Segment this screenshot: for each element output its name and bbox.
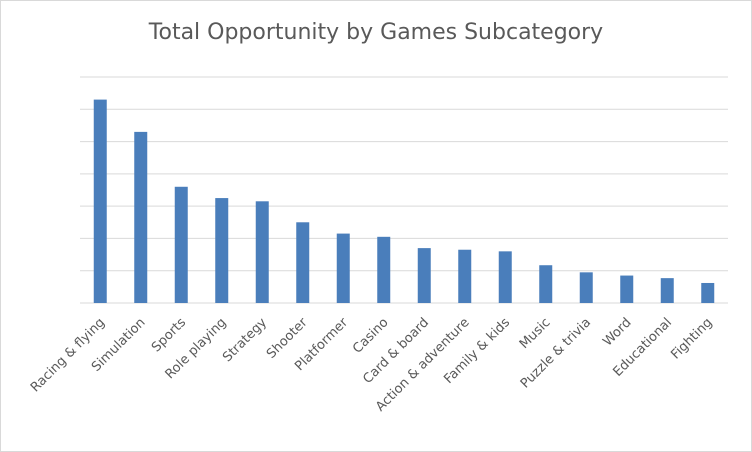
x-tick-label: Puzzle & trivia [518, 315, 594, 391]
x-tick-label: Racing & flying [28, 315, 108, 395]
bar [93, 99, 107, 303]
bar [134, 131, 148, 303]
bar [417, 248, 431, 303]
bar [336, 233, 350, 303]
chart-title: Total Opportunity by Games Subcategory [148, 20, 604, 45]
x-tick-label: Music [517, 315, 554, 352]
bar [539, 265, 553, 303]
x-tick-label: Sports [149, 315, 189, 355]
bar [701, 282, 715, 303]
bar [296, 222, 310, 303]
x-tick-label: Word [600, 315, 634, 349]
bar [174, 186, 188, 303]
bar [620, 275, 634, 303]
bar [255, 201, 269, 303]
bar [215, 198, 229, 303]
x-tick-label: Strategy [220, 315, 270, 365]
bar [498, 251, 512, 303]
bar [579, 272, 593, 303]
bar [458, 249, 472, 303]
x-tick-label: Fighting [668, 315, 715, 362]
bar [377, 236, 391, 303]
bar [660, 278, 674, 303]
